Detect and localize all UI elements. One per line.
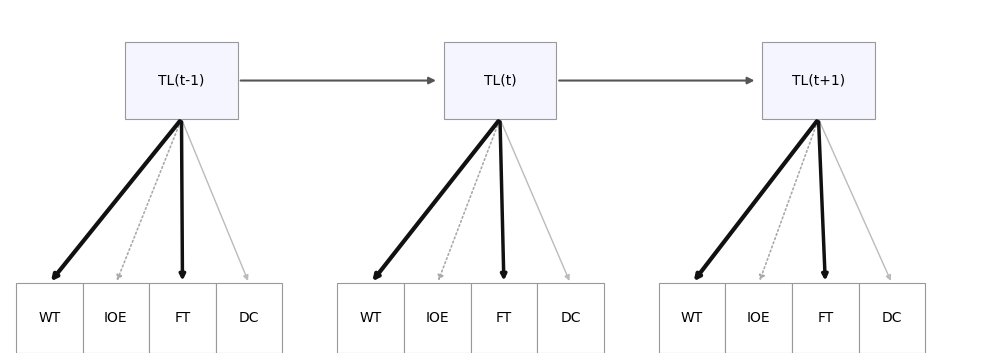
Text: WT: WT (681, 311, 703, 326)
FancyBboxPatch shape (537, 283, 604, 353)
FancyBboxPatch shape (725, 283, 792, 353)
FancyBboxPatch shape (216, 283, 282, 353)
FancyBboxPatch shape (444, 42, 556, 119)
Text: TL(t+1): TL(t+1) (792, 74, 845, 87)
Text: DC: DC (560, 311, 581, 326)
FancyBboxPatch shape (337, 283, 404, 353)
Text: FT: FT (174, 311, 191, 326)
Text: IOE: IOE (747, 311, 771, 326)
FancyBboxPatch shape (792, 283, 859, 353)
FancyBboxPatch shape (149, 283, 216, 353)
Text: WT: WT (360, 311, 382, 326)
FancyBboxPatch shape (859, 283, 925, 353)
Text: IOE: IOE (104, 311, 128, 326)
FancyBboxPatch shape (83, 283, 149, 353)
FancyBboxPatch shape (762, 42, 875, 119)
FancyBboxPatch shape (125, 42, 238, 119)
Text: FT: FT (817, 311, 833, 326)
Text: TL(t-1): TL(t-1) (158, 74, 205, 87)
FancyBboxPatch shape (404, 283, 471, 353)
FancyBboxPatch shape (16, 283, 83, 353)
Text: TL(t): TL(t) (484, 74, 516, 87)
Text: FT: FT (496, 311, 512, 326)
FancyBboxPatch shape (471, 283, 537, 353)
FancyBboxPatch shape (659, 283, 725, 353)
Text: WT: WT (38, 311, 60, 326)
Text: DC: DC (882, 311, 902, 326)
Text: IOE: IOE (425, 311, 449, 326)
Text: DC: DC (239, 311, 259, 326)
